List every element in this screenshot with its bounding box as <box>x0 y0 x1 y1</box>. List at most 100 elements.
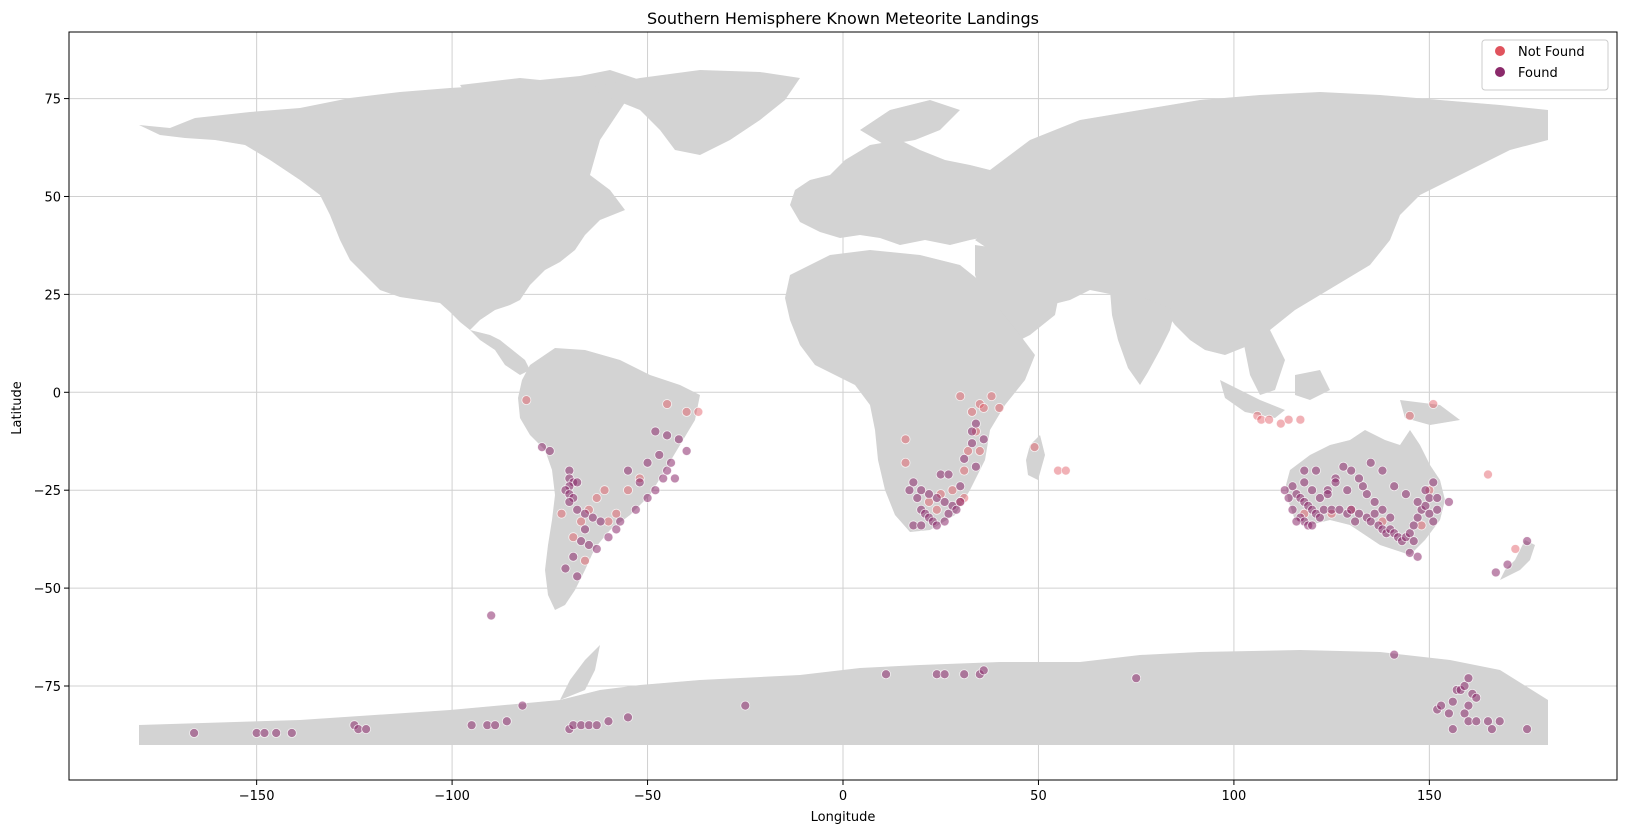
data-point-found <box>259 728 270 738</box>
data-point-found <box>943 508 954 519</box>
data-point-found <box>603 716 614 727</box>
data-point-found <box>931 520 942 531</box>
data-point-found <box>1338 461 1349 472</box>
data-point-found <box>881 669 891 680</box>
data-point-found <box>584 540 594 550</box>
data-point-not-found <box>681 406 692 417</box>
data-point-found <box>662 465 672 476</box>
data-point-not-found <box>986 391 997 402</box>
y-axis-label: Latitude <box>10 381 25 435</box>
y-tick-label: −50 <box>34 582 61 597</box>
data-point-found <box>1436 700 1446 711</box>
data-point-not-found <box>1483 469 1493 480</box>
data-point-found <box>1447 724 1458 734</box>
data-point-not-found <box>900 457 911 468</box>
data-point-found <box>1412 512 1423 523</box>
data-point-not-found <box>1510 544 1521 554</box>
data-point-found <box>916 520 927 531</box>
data-point-found <box>916 485 927 496</box>
y-tick-label: −25 <box>34 484 61 499</box>
data-point-found <box>1522 724 1532 734</box>
x-tick-label: 150 <box>1417 789 1442 804</box>
data-point-found <box>1369 497 1380 507</box>
data-point-found <box>1463 673 1474 684</box>
data-point-not-found <box>611 508 622 519</box>
data-point-found <box>1365 457 1376 468</box>
data-point-found <box>1459 708 1470 719</box>
data-point-found <box>1412 551 1423 562</box>
data-point-found <box>1471 692 1482 703</box>
data-point-not-found <box>994 403 1005 413</box>
x-tick-label: 0 <box>839 789 847 804</box>
data-point-found <box>658 473 669 484</box>
data-point-not-found <box>1256 414 1267 425</box>
data-point-found <box>1299 477 1310 488</box>
data-point-found <box>630 504 641 515</box>
data-point-not-found <box>576 516 586 527</box>
data-point-found <box>967 426 977 437</box>
data-point-not-found <box>623 485 633 496</box>
data-point-found <box>666 457 676 468</box>
data-point-found <box>587 512 598 523</box>
data-point-found <box>1354 473 1364 484</box>
data-point-found <box>959 453 970 464</box>
data-point-not-found <box>1053 465 1063 476</box>
data-point-found <box>670 473 680 484</box>
data-point-not-found <box>693 406 704 417</box>
data-point-found <box>1354 508 1364 519</box>
data-point-not-found <box>521 395 532 406</box>
legend-marker-found <box>1495 67 1505 77</box>
data-point-found <box>580 524 590 535</box>
legend-label-not-found: Not Found <box>1518 45 1585 60</box>
data-point-found <box>623 465 633 476</box>
data-point-found <box>1369 508 1380 519</box>
data-point-not-found <box>580 555 590 566</box>
data-point-found <box>537 442 547 453</box>
y-tick-label: −75 <box>34 680 61 695</box>
data-point-found <box>1377 504 1388 515</box>
data-point-not-found <box>900 434 911 445</box>
data-point-found <box>1408 520 1419 531</box>
data-point-found <box>1463 700 1474 711</box>
chart-title: Southern Hemisphere Known Meteorite Land… <box>647 9 1039 28</box>
data-point-found <box>1299 465 1310 476</box>
legend-marker-not-found <box>1495 46 1505 56</box>
data-point-found <box>568 551 579 562</box>
data-point-found <box>1471 716 1482 727</box>
data-point-not-found <box>662 399 672 409</box>
data-point-found <box>560 563 571 574</box>
data-point-found <box>634 477 645 488</box>
data-point-found <box>564 497 575 507</box>
data-point-found <box>1131 673 1142 684</box>
x-tick-label: −50 <box>634 789 661 804</box>
data-point-found <box>955 481 966 492</box>
data-point-found <box>654 450 665 460</box>
data-point-not-found <box>556 508 567 519</box>
x-tick-label: 50 <box>1030 789 1047 804</box>
data-point-found <box>939 516 950 527</box>
x-tick-label: −100 <box>434 789 470 804</box>
data-point-found <box>1311 465 1321 476</box>
data-point-found <box>1490 567 1501 578</box>
data-point-found <box>1365 516 1376 527</box>
data-point-found <box>490 720 500 731</box>
data-point-not-found <box>599 485 610 496</box>
data-point-not-found <box>947 485 958 496</box>
data-point-found <box>978 665 989 676</box>
data-point-found <box>967 438 977 449</box>
data-point-found <box>544 446 555 456</box>
data-point-found <box>642 493 653 503</box>
data-point-found <box>673 434 684 445</box>
data-point-found <box>572 504 583 515</box>
data-point-found <box>1428 516 1439 527</box>
data-point-found <box>517 700 528 711</box>
data-point-not-found <box>591 493 602 503</box>
data-point-found <box>591 720 602 731</box>
data-point-found <box>361 724 371 734</box>
data-point-not-found <box>955 391 966 402</box>
data-point-found <box>1404 528 1415 539</box>
scatter-points <box>189 391 1532 738</box>
data-point-found <box>1444 497 1454 507</box>
y-tick-label: 75 <box>44 93 61 108</box>
